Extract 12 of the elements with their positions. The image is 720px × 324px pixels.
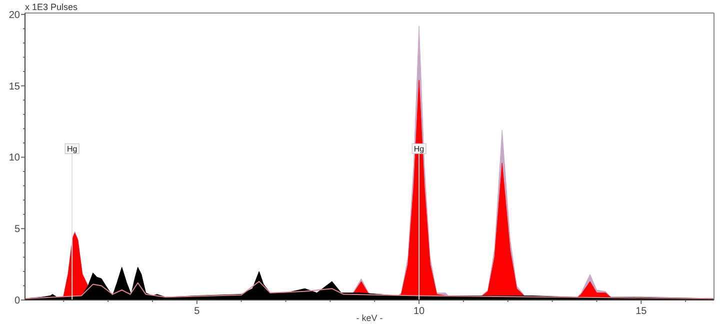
x-tick-label: 15 xyxy=(636,306,648,317)
y-tick-label: 0 xyxy=(14,296,20,306)
x-tick-label: 10 xyxy=(413,306,426,317)
y-tick-label: 15 xyxy=(8,81,20,92)
y-tick-label: 20 xyxy=(8,10,20,21)
ref-line-label: Hg xyxy=(66,144,78,154)
ref-line-label: Hg xyxy=(414,144,424,154)
x-tick-label: 5 xyxy=(194,306,200,317)
y-axis-title: x 1E3 Pulses xyxy=(25,2,78,12)
x-axis-title: - keV - xyxy=(356,313,383,323)
y-tick-label: 10 xyxy=(8,152,20,164)
y-tick-label: 5 xyxy=(14,224,20,236)
